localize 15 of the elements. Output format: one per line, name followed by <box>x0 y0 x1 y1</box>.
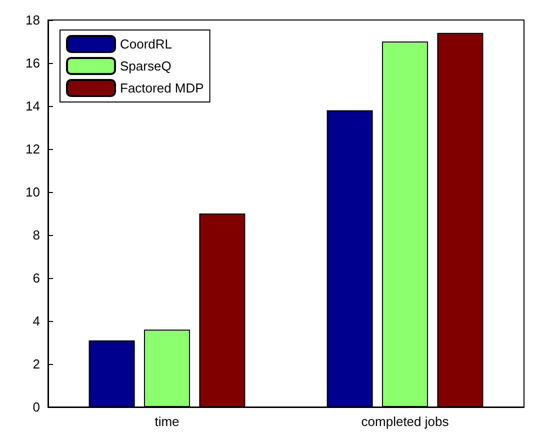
y-tick-label: 10 <box>26 184 40 200</box>
y-tick-label: 2 <box>32 356 40 372</box>
legend-label: SparseQ <box>120 58 172 74</box>
y-tick-label: 6 <box>32 270 40 286</box>
x-tick-label: completed jobs <box>361 414 450 429</box>
legend-label: Factored MDP <box>120 80 204 96</box>
y-tick-label: 16 <box>26 56 40 70</box>
legend-label: CoordRL <box>120 36 172 52</box>
y-tick-label: 14 <box>26 98 40 114</box>
y-tick-label: 0 <box>32 400 40 414</box>
y-tick-label: 18 <box>26 12 40 28</box>
y-tick-label: 12 <box>26 142 40 156</box>
y-tick-label: 8 <box>32 228 40 242</box>
y-tick-label: 4 <box>32 314 40 328</box>
x-tick-label: time <box>154 414 180 429</box>
